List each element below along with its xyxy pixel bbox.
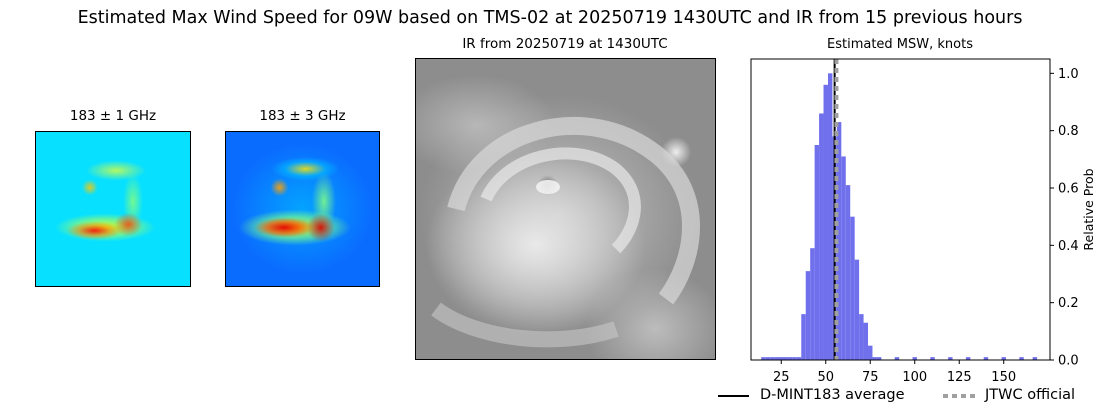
histogram-bar: [872, 357, 877, 360]
mw-183-3-image: [225, 131, 380, 287]
histogram-bar: [779, 357, 784, 360]
histogram-bar: [965, 357, 971, 360]
legend: D-MINT183 average JTWC official: [715, 385, 1100, 407]
histogram-bar: [805, 271, 811, 360]
cyclone-swirl: [431, 116, 700, 348]
y-axis-ticks: 0.0 0.2 0.4 0.6 0.8 1.0: [1050, 67, 1079, 369]
histogram-bar: [859, 314, 864, 360]
histogram-bar: [836, 122, 842, 360]
histogram-bar: [774, 357, 780, 360]
y-tick-label: 0.4: [1058, 239, 1079, 254]
mw-183-1-title: 183 ± 1 GHz: [69, 108, 157, 124]
y-tick-label: 1.0: [1058, 67, 1079, 82]
x-tick-label: 125: [947, 370, 972, 385]
histogram-bar: [983, 357, 989, 360]
mw-183-1-image: [35, 131, 191, 287]
histogram-bar: [796, 357, 802, 360]
y-tick-label: 0.6: [1058, 182, 1079, 197]
histogram-bar: [761, 357, 766, 360]
legend-official-label: JTWC official: [985, 387, 1076, 403]
x-tick-label: 75: [862, 370, 879, 385]
x-tick-label: 25: [773, 370, 790, 385]
histogram-bar: [819, 113, 824, 360]
y-tick-label: 0.8: [1058, 124, 1079, 139]
y-axis-label: Relative Prob: [1081, 168, 1096, 250]
histogram-bar: [1001, 357, 1006, 360]
histogram-bar: [765, 357, 771, 360]
ir-title: IR from 20250719 at 1430UTC: [462, 36, 668, 52]
legend-official-swatch: [943, 394, 975, 398]
legend-average-label: D-MINT183 average: [760, 387, 905, 403]
histogram-bar: [948, 357, 953, 360]
histogram-bar: [863, 322, 869, 360]
histogram-bar: [787, 357, 793, 360]
histogram-bar: [841, 156, 846, 360]
histogram-bars: [761, 73, 1038, 361]
histogram-bar: [845, 185, 851, 360]
ir-satellite-image: [415, 58, 716, 360]
histogram-bar: [894, 357, 900, 360]
y-tick-label: 0.0: [1058, 354, 1079, 369]
histogram-bar: [1019, 357, 1024, 360]
y-tick-label: 0.2: [1058, 296, 1079, 311]
histogram-bar: [823, 84, 828, 361]
histogram-bar: [810, 248, 815, 360]
histogram-bar: [868, 345, 873, 360]
histogram-bar: [850, 216, 855, 360]
mw-183-3-title: 183 ± 3 GHz: [259, 108, 346, 124]
x-tick-label: 50: [817, 370, 834, 385]
legend-average-swatch: [718, 395, 749, 397]
histogram-bar: [801, 314, 806, 360]
histogram-bar: [912, 357, 917, 360]
histogram-bar: [930, 357, 935, 360]
histogram-bar: [827, 73, 833, 360]
histogram-bar: [854, 259, 860, 360]
histogram-axes: [750, 58, 1051, 361]
histogram-title: Estimated MSW, knots: [827, 37, 973, 52]
histogram-bar: [814, 145, 820, 360]
x-axis-ticks: 25 50 75 100 125 150: [773, 360, 1016, 385]
figure-title: Estimated Max Wind Speed for 09W based o…: [77, 8, 1023, 28]
histogram-bar: [770, 357, 775, 360]
x-tick-label: 150: [991, 370, 1016, 385]
x-tick-label: 100: [902, 370, 927, 385]
histogram-bar: [792, 357, 797, 360]
histogram-bar: [876, 357, 882, 360]
histogram-bar: [1032, 357, 1038, 360]
histogram-bar: [783, 357, 788, 360]
